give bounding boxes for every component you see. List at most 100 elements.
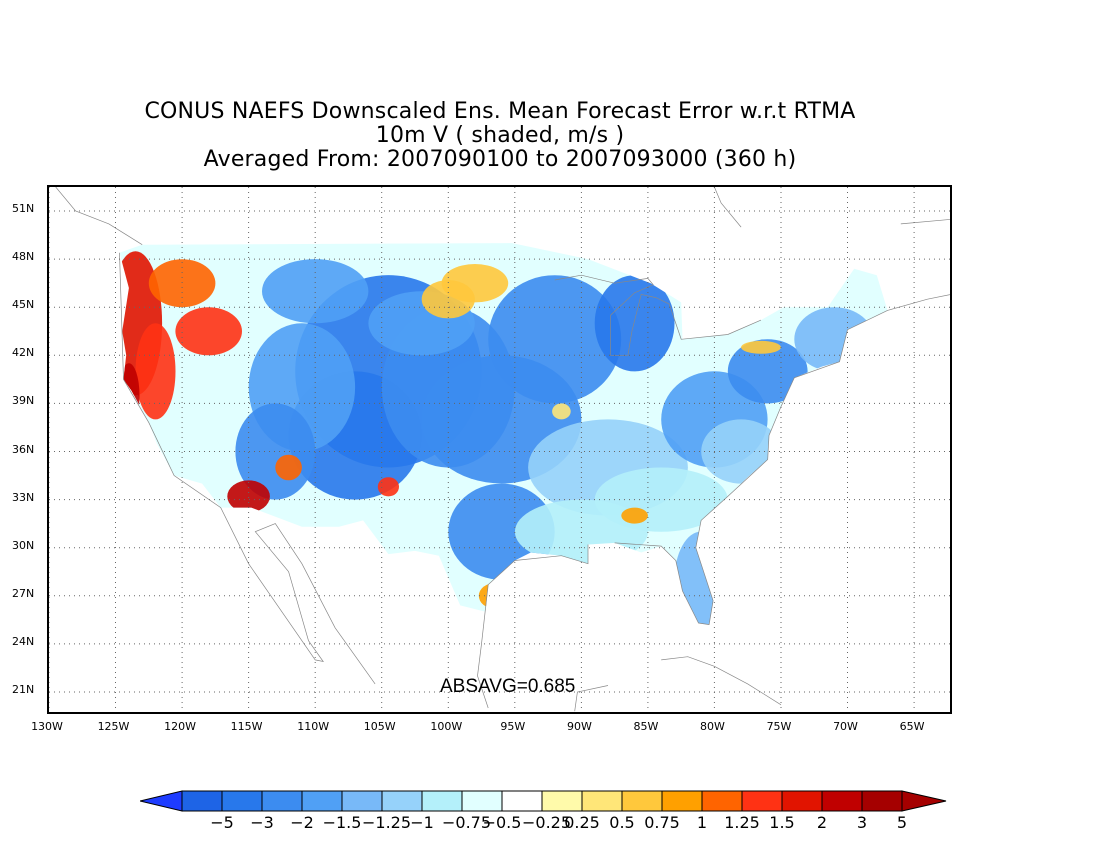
colorbar-tick-label: 0.5 [609, 813, 635, 832]
error-field-map [49, 187, 950, 712]
lat-tick-label: 36N [12, 442, 35, 456]
colorbar-tick-label: 1 [696, 813, 708, 832]
colorbar-tick-label: −5 [210, 813, 234, 832]
colorbar-arrow-left [140, 790, 183, 812]
colorbar-tick-label: 0.25 [564, 813, 600, 832]
lon-tick-label: 115W [230, 720, 263, 733]
field-patch [119, 363, 140, 428]
colorbar-swatch [261, 790, 303, 812]
lat-tick-label: 21N [12, 683, 35, 696]
colorbar-tick-label: −0.75 [442, 813, 492, 832]
colorbar-tick-label: −1 [410, 813, 434, 832]
field-patch [794, 307, 875, 372]
shaded-field [119, 243, 888, 638]
colorbar-swatch [661, 790, 703, 812]
coastline-segment [477, 584, 489, 709]
lon-tick-label: 75W [766, 720, 792, 733]
field-patch [741, 340, 781, 354]
lat-tick-label: 30N [12, 538, 35, 552]
colorbar-swatch [861, 790, 903, 812]
field-patch [674, 531, 728, 625]
colorbar-tick-label: −1.25 [362, 813, 412, 832]
colorbar-tick-label: −3 [250, 813, 274, 832]
lon-tick-label: 100W [430, 720, 463, 733]
field-patch [135, 323, 176, 420]
field-patch [227, 480, 270, 513]
colorbar-tick-label: 1.25 [724, 813, 760, 832]
colorbar-swatch [461, 790, 503, 812]
coastline-segment [487, 544, 589, 585]
field-patch [377, 477, 399, 497]
colorbar-tick-label: −0.25 [522, 813, 572, 832]
colorbar-arrow-right [901, 790, 947, 812]
field-patch [262, 259, 369, 324]
coastline-segment [900, 219, 950, 225]
graticule [49, 187, 950, 712]
colorbar-tick-label: −0.5 [482, 813, 522, 832]
field-patch [488, 275, 622, 404]
colorbar-swatch [341, 790, 383, 812]
lon-tick-label: 95W [500, 720, 526, 733]
title-line-3: Averaged From: 2007090100 to 2007093000 … [203, 147, 797, 172]
field-patch [275, 454, 302, 481]
colorbar-swatch [621, 790, 663, 812]
field-patch [552, 403, 571, 420]
colorbar-swatch [781, 790, 823, 812]
colorbar-tick-label: 1.5 [769, 813, 795, 832]
coastlines [55, 187, 950, 712]
colorbar-swatch [301, 790, 343, 812]
colorbar [140, 790, 947, 812]
colorbar-tick-label: 0.75 [644, 813, 680, 832]
lat-tick-label: 27N [12, 586, 35, 600]
colorbar-swatch [181, 790, 223, 812]
field-patch [594, 275, 675, 372]
colorbar-tick-label: −2 [290, 813, 314, 832]
lat-tick-label: 24N [12, 634, 35, 648]
lon-tick-label: 105W [363, 720, 396, 733]
field-patch [621, 507, 648, 524]
colorbar-swatch [541, 790, 583, 812]
colorbar-swatch [741, 790, 783, 812]
lon-tick-label: 110W [297, 720, 330, 733]
coastline-segment [55, 187, 143, 245]
lat-tick-label: 33N [12, 490, 35, 504]
lon-tick-label: 120W [164, 720, 197, 733]
colorbar-swatch [701, 790, 743, 812]
colorbar-tick-label: 5 [896, 813, 908, 832]
colorbar-swatch [381, 790, 423, 812]
lon-tick-label: 125W [97, 720, 130, 733]
colorbar-swatch [221, 790, 263, 812]
coastline-segment [574, 685, 609, 712]
title-line-2: 10m V ( shaded, m/s ) [375, 123, 625, 148]
colorbar-swatch [421, 790, 463, 812]
lon-tick-label: 65W [899, 720, 925, 733]
colorbar-tick-label: 3 [856, 813, 868, 832]
coastline-segment [614, 294, 950, 625]
map-panel [47, 185, 952, 714]
field-patch [175, 307, 242, 356]
colorbar-tick-label: 2 [816, 813, 828, 832]
colorbar-tick-label: −1.5 [322, 813, 362, 832]
map-title: CONUS NAEFS Downscaled Ens. Mean Forecas… [0, 100, 1000, 172]
colorbar-swatch [821, 790, 863, 812]
lon-tick-label: 130W [31, 720, 63, 733]
field-patch [727, 339, 808, 404]
lon-tick-label: 85W [633, 720, 659, 733]
lat-tick-label: 48N [12, 250, 35, 264]
field-patch [671, 625, 692, 638]
lon-tick-label: 70W [833, 720, 858, 733]
field-patch [441, 264, 509, 303]
lat-tick-label: 39N [12, 394, 35, 408]
coastline-segment [119, 252, 376, 685]
coastline-segment [714, 187, 742, 228]
colorbar-swatch [501, 790, 543, 812]
title-line-1: CONUS NAEFS Downscaled Ens. Mean Forecas… [144, 99, 856, 124]
lon-tick-label: 90W [566, 720, 592, 733]
lat-tick-label: 42N [12, 346, 35, 360]
lat-tick-label: 45N [12, 298, 35, 312]
absavg-label: ABSAVG=0.685 [440, 676, 576, 697]
lat-tick-label: 51N [12, 202, 35, 215]
coastline-segment [661, 656, 782, 706]
lon-tick-label: 80W [699, 720, 725, 733]
colorbar-swatch [581, 790, 623, 812]
